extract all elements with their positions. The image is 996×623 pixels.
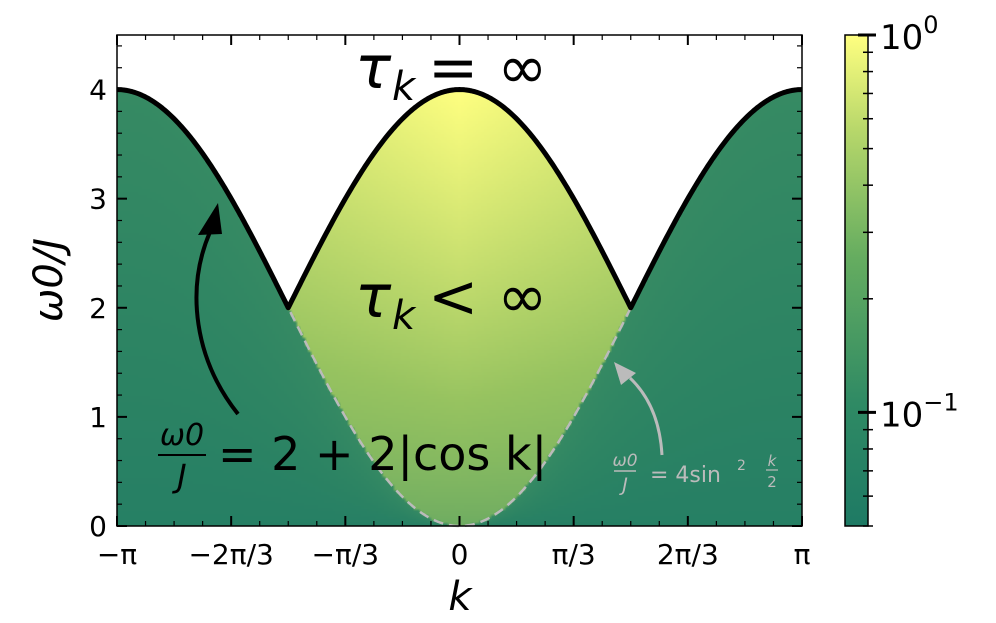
colorbar-tick-label: 100 — [880, 11, 939, 58]
boundary-formula-label: ω0 J = 2 + 2|cos k| — [158, 418, 547, 495]
x-tick-label: π — [794, 538, 811, 571]
svg-text:2: 2 — [737, 458, 746, 474]
x-tick-label: 2π/3 — [657, 538, 719, 571]
x-axis-label: k — [448, 574, 473, 620]
dashed-arrow — [614, 362, 664, 456]
colorbar-gradient — [844, 34, 869, 527]
x-tick-label: −π — [97, 538, 137, 571]
x-tick-label: 0 — [451, 538, 469, 571]
svg-text:k: k — [392, 293, 417, 339]
dashed-lower-curve — [230, 198, 689, 528]
svg-text:τ: τ — [355, 262, 392, 332]
x-axis-ticks — [116, 35, 803, 526]
svg-text:< ∞: < ∞ — [428, 262, 547, 332]
colorbar-ticks — [858, 33, 876, 527]
dashed-formula-label: ω0 J = 4sin 2 k 2 — [612, 451, 778, 496]
y-tick-label: 4 — [89, 74, 107, 107]
x-tick-label: π/3 — [552, 538, 596, 571]
svg-text:2: 2 — [767, 473, 777, 491]
y-tick-label: 0 — [89, 510, 107, 543]
y-tick-label: 3 — [89, 183, 107, 216]
colorbar-tick-labels: 100 10−1 — [880, 11, 959, 435]
svg-text:ω0: ω0 — [160, 418, 204, 453]
svg-text:ω0: ω0 — [612, 451, 637, 471]
y-tick-labels: 0 1 2 3 4 — [89, 74, 107, 543]
svg-text:J: J — [618, 474, 628, 496]
x-tick-label: −π/3 — [312, 538, 380, 571]
colorbar-tick-label: 10−1 — [880, 388, 959, 435]
svg-text:= 4sin: = 4sin — [650, 463, 721, 488]
svg-text:k: k — [768, 452, 778, 470]
x-tick-labels: −π −2π/3 −π/3 0 π/3 2π/3 π — [97, 538, 811, 571]
boundary-arrow — [194, 203, 240, 416]
y-axis-ticks — [117, 45, 802, 527]
svg-text:τ: τ — [355, 33, 392, 103]
x-tick-label: −2π/3 — [188, 538, 273, 571]
svg-text:= ∞: = ∞ — [428, 33, 547, 103]
svg-text:= 2 + 2|cos k|: = 2 + 2|cos k| — [218, 427, 547, 482]
boundary-curve — [116, 87, 803, 311]
svg-text:ω0/J: ω0/J — [26, 238, 72, 322]
lower-region-label: τ k < ∞ — [355, 262, 547, 339]
y-tick-label: 2 — [89, 292, 107, 325]
y-axis-label: ω0/J — [26, 238, 72, 322]
colorbar: 100 10−1 — [844, 11, 959, 527]
upper-region-label: τ k = ∞ — [355, 33, 547, 110]
svg-text:k: k — [392, 64, 417, 110]
heatmap-image — [117, 89, 802, 526]
heatmap — [117, 89, 802, 526]
y-tick-label: 1 — [89, 401, 107, 434]
